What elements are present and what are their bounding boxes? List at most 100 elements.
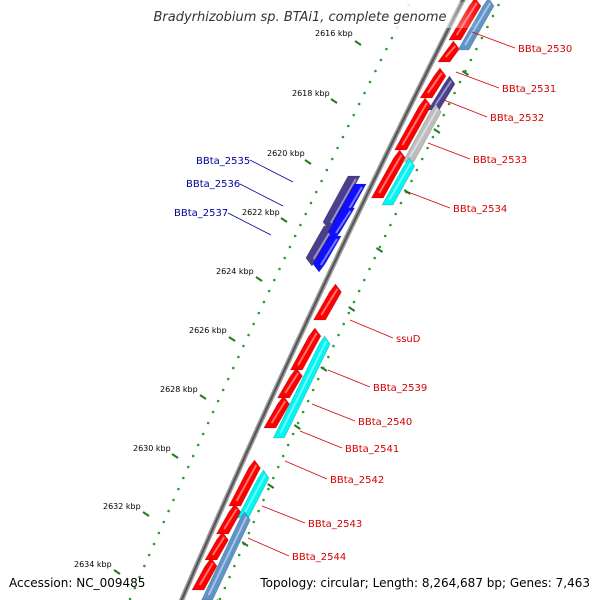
gene-forward-inner [381,157,416,206]
gene-labels: BBta_2530 BBta_2531 BBta_2532 BBta_2533 BBta… [174,31,572,563]
axis-dot-right [327,355,330,359]
axis-dot-right [233,564,236,568]
label-leader [349,319,394,339]
axis-dot-left [325,168,329,172]
gene-label: BBta_2540 [358,417,412,428]
label-leader [471,31,516,49]
label-leader [327,369,371,388]
axis-dot-right [420,157,424,161]
axis-dot-right [237,553,241,557]
axis-dot-left [278,267,281,271]
axis-dot-right [267,487,270,491]
tick-mark [255,276,263,282]
axis-dot-left [320,179,323,183]
gene-label: BBta_2541 [345,444,399,455]
axis-dot-right [228,575,231,579]
tick-mark-right [433,128,441,134]
tick-mark-right [320,366,328,372]
gene-label: BBta_2530 [518,44,572,55]
axis-dot-right [373,256,377,260]
axis-dot-left [133,586,137,590]
axis-dot-right [480,36,484,40]
tick-label: 2632 kbp [103,502,141,511]
axis-dot-left [352,113,356,117]
axis-dot-right [337,333,340,337]
label-leader [443,99,488,118]
gene-label: BBta_2542 [330,475,384,486]
tick-label: 2618 kbp [292,89,330,98]
axis-dot-left [330,157,334,161]
tick-mark [142,511,150,517]
gene-forward-outer-highlight [198,562,214,586]
axis-dot-left [363,91,366,95]
axis-dot-left [288,245,292,249]
tick-mark [113,569,121,575]
gene-label: BBta_2537 [174,208,228,219]
gene-forward-inner [402,103,442,163]
tick-label: 2628 kbp [160,385,198,394]
label-leader [227,212,272,236]
tick-label: 2626 kbp [189,326,227,335]
gene-label: BBta_2534 [453,204,507,215]
axis-dot-left [201,432,205,436]
backbone-line [180,0,465,600]
gene-forward-inner-highlight [388,162,412,201]
tick-mark [354,40,362,46]
axis-dot-left [247,333,250,337]
axis-dot-left [196,443,200,447]
gene-forward-inner [237,469,270,519]
gene-forward-inner-highlight [207,516,248,596]
axis-dot-left [314,190,318,194]
genome-summary-text: Topology: circular; Length: 8,264,687 bp… [259,576,590,590]
axis-dot-right [332,344,335,348]
label-leader [299,430,343,449]
coordinate-ticks: 2616 kbp 2618 kbp 2620 kbp 2622 kbp 2624 kbp… [74,29,470,600]
label-leader [247,537,290,557]
axis-dot-right [257,509,260,513]
axis-dot-left [267,289,271,293]
axis-dot-left [309,201,313,205]
tick-mark-right [461,70,470,76]
gene-forward-outer-highlight [235,464,258,502]
accession-text: Accession: NC_009485 [9,576,145,590]
axis-dot-right [442,113,446,117]
axis-dot-left [347,124,350,128]
axis-dot-right [458,80,462,84]
axis-dot-right [383,234,387,238]
axis-dot-right [399,201,403,205]
label-leader [261,505,306,524]
axis-dot-left [157,531,161,535]
axis-dot-right [252,520,256,524]
axis-dot-left [379,58,383,62]
label-leader [284,460,328,480]
axis-dot-right [410,179,413,183]
axis-dot-right [342,322,345,326]
axis-dot-right [291,432,295,436]
gene-forward-inner [201,511,251,600]
gene-label: BBta_2544 [292,552,346,563]
gene-forward-outer [215,503,242,535]
gene-forward-outer [263,395,290,429]
axis-dot-left [283,256,287,260]
tick-label: 2620 kbp [267,149,305,158]
gene-label: BBta_2531 [502,84,556,95]
axis-dot-left [128,597,132,600]
label-leader [455,71,500,89]
gene-forward-outer [370,149,406,199]
axis-dot-left [226,377,230,381]
tick-mark-right [267,483,275,489]
gene-forward-outer-highlight [320,288,339,316]
label-leader [407,191,451,209]
genome-backbone [178,0,466,600]
tick-mark-right [348,306,356,312]
gene-label: BBta_2536 [186,179,240,190]
axis-dot-right [316,377,320,381]
gene-forward-outer [394,97,432,151]
axis-dot-right [301,410,305,414]
axis-dot-left [206,421,210,425]
axis-dot-left [237,355,240,359]
axis-dot-right [389,223,392,227]
tick-mark [228,336,236,342]
gene-label: BBta_2539 [373,383,427,394]
axis-dot-right [296,421,300,425]
